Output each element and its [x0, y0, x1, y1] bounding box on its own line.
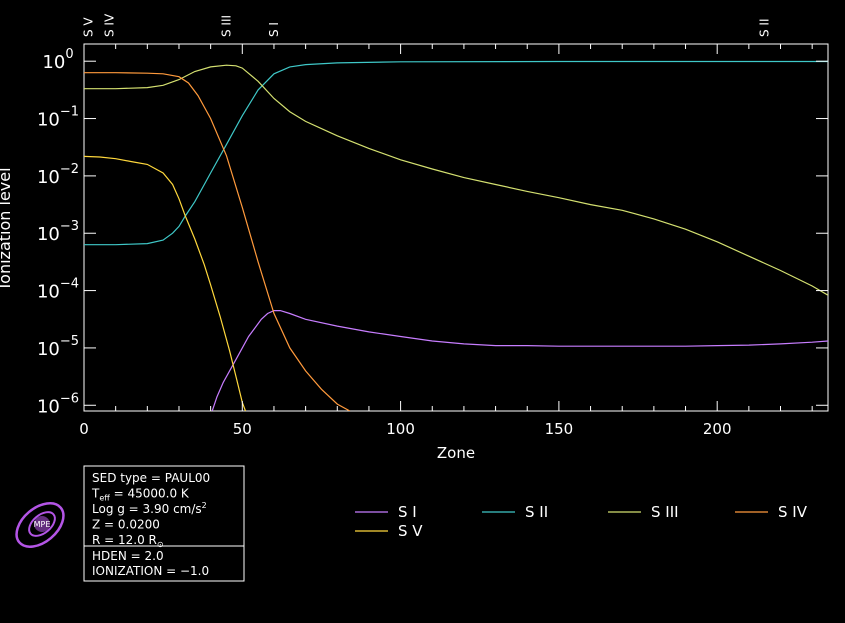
- x-tick-label: 50: [233, 420, 252, 438]
- legend-item: S III: [608, 503, 679, 521]
- series-line-s-i: [211, 310, 828, 411]
- y-tick-label: 10−1: [37, 105, 79, 131]
- y-axis-label: Ionization level: [0, 167, 14, 288]
- x-tick-label: 150: [545, 420, 574, 438]
- y-tick-label: 10−2: [37, 162, 79, 188]
- info-line: Teff = 45000.0 K: [91, 487, 190, 503]
- series-layer: [84, 60, 828, 411]
- legend-item: S V: [355, 522, 423, 540]
- top-marker-label: S IV: [102, 13, 116, 37]
- logo-text: MPE: [34, 520, 51, 529]
- series-line-s-iv: [84, 72, 351, 411]
- top-marker-label: S I: [267, 22, 281, 37]
- legend-item: S I: [355, 503, 417, 521]
- legend-label: S II: [525, 503, 548, 521]
- legend-label: S III: [651, 503, 679, 521]
- legend-label: S IV: [778, 503, 808, 521]
- mpe-logo: MPE: [15, 502, 65, 548]
- info-line: SED type = PAUL00: [92, 471, 210, 485]
- series-line-s-iii: [84, 64, 828, 296]
- x-axis-label: Zone: [437, 444, 475, 462]
- series-line-s-ii: [84, 60, 828, 246]
- y-tick-label: 100: [42, 47, 73, 73]
- top-marker-label: S III: [219, 15, 233, 37]
- legend-label: S I: [398, 503, 417, 521]
- info-line: Z = 0.0200: [92, 518, 160, 532]
- legend: S I S II S III S IV S V: [355, 503, 808, 540]
- info-line: Log g = 3.90 cm/s2: [92, 501, 207, 516]
- x-tick-label: 200: [703, 420, 732, 438]
- top-marker-label: S II: [758, 18, 772, 37]
- info-line: R = 12.0 R⊙: [92, 533, 164, 549]
- top-marker-layer: S V S IV S III S I S II: [82, 13, 772, 37]
- legend-item: S II: [482, 503, 548, 521]
- y-tick-label: 10−3: [37, 219, 79, 245]
- x-tick-label: 100: [386, 420, 415, 438]
- legend-item: S IV: [735, 503, 808, 521]
- legend-label: S V: [398, 522, 423, 540]
- series-line-s-v: [84, 155, 247, 411]
- x-tick-label: 0: [79, 420, 89, 438]
- tick-layer: 0 50 100 150 200 100 10−1 10−2 10−3 10−4 10−5 10−6: [37, 44, 828, 438]
- info-line: IONIZATION = −1.0: [92, 564, 209, 578]
- top-marker-label: S V: [82, 17, 96, 37]
- y-tick-label: 10−6: [37, 391, 79, 417]
- info-line: HDEN = 2.0: [92, 549, 164, 563]
- y-tick-label: 10−5: [37, 334, 79, 360]
- y-tick-label: 10−4: [37, 277, 79, 303]
- plot-frame: [83, 43, 829, 412]
